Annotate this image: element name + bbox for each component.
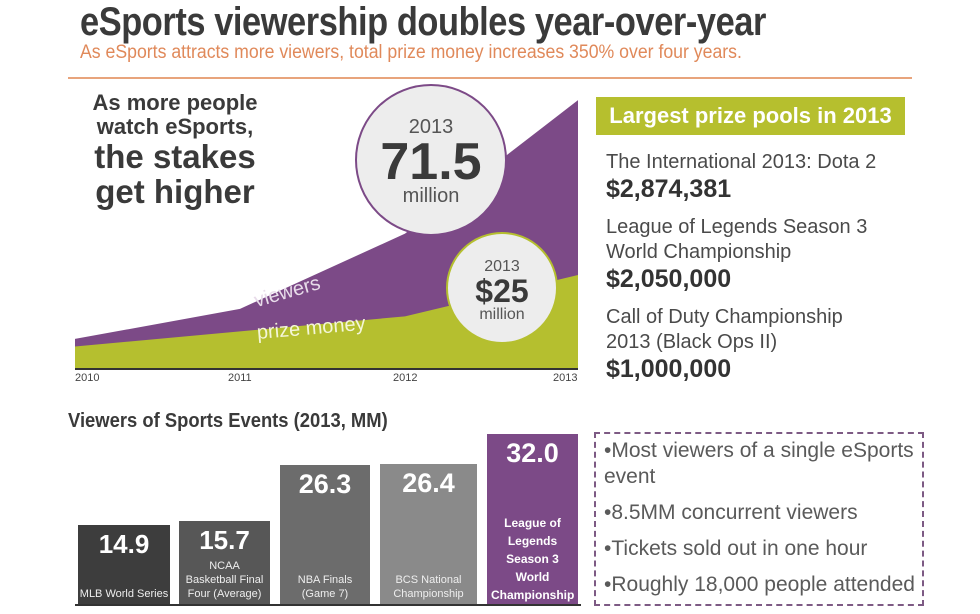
bar-value: 26.3 [298, 468, 352, 499]
viewers-callout: 2013 71.5 million [371, 116, 491, 208]
fact-item: •8.5MM concurrent viewers [604, 501, 858, 524]
bar-category: BCS National Championship [393, 573, 464, 600]
prize-item: Call of Duty Championship 2013 (Black Op… [606, 305, 906, 383]
page-subtitle: As eSports attracts more viewers, total … [80, 42, 742, 63]
prize-amount: $2,874,381 [606, 175, 732, 203]
bar-value: 32.0 [506, 438, 559, 469]
tagline-line: the stakes [94, 138, 256, 175]
bar: 26.4 BCS National Championship [380, 464, 477, 604]
prize-name: The International 2013: Dota 2 [606, 151, 877, 173]
prize-item: League of Legends Season 3 World Champio… [606, 215, 906, 293]
callout-unit: million [402, 185, 460, 207]
bar-category: NCAA Basketball Final Four (Average) [185, 559, 264, 600]
divider [68, 77, 912, 79]
viewers-callout-circle [355, 84, 507, 236]
facts-box: •Most viewers of a single eSports event … [594, 432, 924, 606]
prize-item: The International 2013: Dota 2 $2,874,38… [606, 150, 906, 203]
fact-item: •Tickets sold out in one hour [604, 537, 868, 560]
prize-name: World Championship [606, 241, 792, 263]
prize-money-area [75, 275, 578, 369]
prize-callout-circle [446, 232, 558, 344]
prize-amount: $1,000,000 [606, 355, 732, 383]
bar-value: 15.7 [199, 524, 250, 555]
tagline-line: As more people [92, 90, 258, 115]
callout-value: $25 [475, 273, 529, 309]
tagline-line: get higher [95, 173, 255, 210]
page-title: eSports viewership doubles year-over-yea… [80, 0, 766, 44]
bar: 15.7 NCAA Basketball Final Four (Average) [179, 520, 270, 604]
tagline-line: watch eSports, [96, 114, 254, 139]
bar-value: 26.4 [402, 468, 455, 499]
callout-year: 2013 [408, 116, 454, 138]
bar-category: League of Legends Season 3 World Champio… [491, 516, 575, 603]
prize-pools-heading: Largest prize pools in 2013 [596, 97, 905, 135]
bar: 14.9 MLB World Series [78, 525, 170, 604]
bar-value: 14.9 [98, 529, 150, 560]
prize-amount: $2,050,000 [606, 265, 732, 293]
prize-callout: 2013 $25 million [452, 258, 552, 324]
bar-axis [75, 604, 581, 606]
callout-unit: million [479, 306, 525, 323]
prize-name: League of Legends Season 3 [606, 216, 868, 238]
callout-year: 2013 [484, 258, 520, 275]
bar: 26.3 NBA Finals (Game 7) [280, 464, 370, 604]
fact-item: •Most viewers of a single eSports event [604, 439, 914, 488]
tagline: As more people watch eSports, the stakes… [80, 90, 270, 210]
bar-chart-title: Viewers of Sports Events (2013, MM) [68, 410, 388, 432]
x-tick-label: 2010 [75, 372, 100, 384]
fact-item: •Roughly 18,000 people attended [604, 573, 915, 596]
x-tick-label: 2012 [393, 372, 418, 384]
prize-name: Call of Duty Championship [606, 306, 843, 328]
prize-list: The International 2013: Dota 2 $2,874,38… [606, 150, 906, 383]
bar-category: MLB World Series [79, 587, 169, 600]
x-tick-label: 2011 [228, 372, 252, 384]
callout-value: 71.5 [380, 133, 482, 191]
bar: 32.0 League of Legends Season 3 World Cha… [487, 434, 578, 604]
x-tick-label: 2013 [553, 372, 578, 384]
prize-name: 2013 (Black Ops II) [606, 331, 778, 353]
bar-category: NBA Finals (Game 7) [297, 573, 353, 600]
